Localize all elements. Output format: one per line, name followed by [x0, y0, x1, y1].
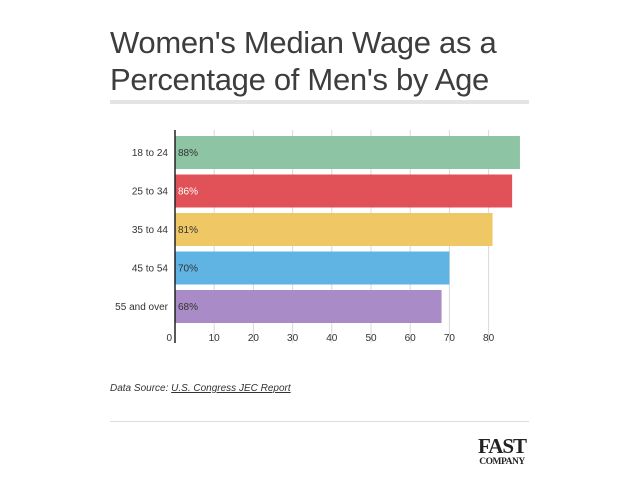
x-tick-label: 20 [248, 333, 260, 344]
bar [175, 174, 513, 208]
chart-title: Women's Median Wage as a Percentage of M… [110, 25, 497, 97]
category-label: 25 to 34 [132, 187, 169, 198]
category-label: 55 and over [115, 302, 168, 313]
bar [175, 213, 493, 246]
x-tick-label: 40 [326, 333, 338, 344]
data-label: 70% [178, 264, 198, 275]
x-tick-label: 10 [209, 333, 221, 344]
footer-divider [110, 421, 529, 422]
x-tick-label: 30 [287, 333, 299, 344]
category-label: 35 to 44 [132, 225, 169, 236]
bar [175, 136, 520, 169]
x-tick-label: 60 [405, 333, 417, 344]
data-source: Data Source: U.S. Congress JEC Report [110, 383, 291, 394]
data-label: 88% [178, 148, 198, 159]
data-label: 86% [178, 187, 198, 198]
x-tick-label: 50 [365, 333, 377, 344]
logo-line-2: COMPANY [479, 457, 525, 467]
x-tick-label: 70 [444, 333, 456, 344]
bar [175, 251, 450, 285]
source-link[interactable]: U.S. Congress JEC Report [171, 383, 291, 394]
x-tick-label: 0 [166, 333, 172, 344]
data-label: 81% [178, 225, 198, 236]
category-label: 45 to 54 [132, 264, 169, 275]
bar [175, 290, 442, 323]
data-label: 68% [178, 302, 198, 313]
fast-company-logo: FAST COMPANY [474, 436, 530, 468]
source-prefix: Data Source: [110, 383, 169, 394]
category-label: 18 to 24 [132, 148, 169, 159]
logo-line-1: FAST [477, 434, 527, 458]
title-divider [110, 100, 529, 104]
x-tick-label: 80 [483, 333, 495, 344]
